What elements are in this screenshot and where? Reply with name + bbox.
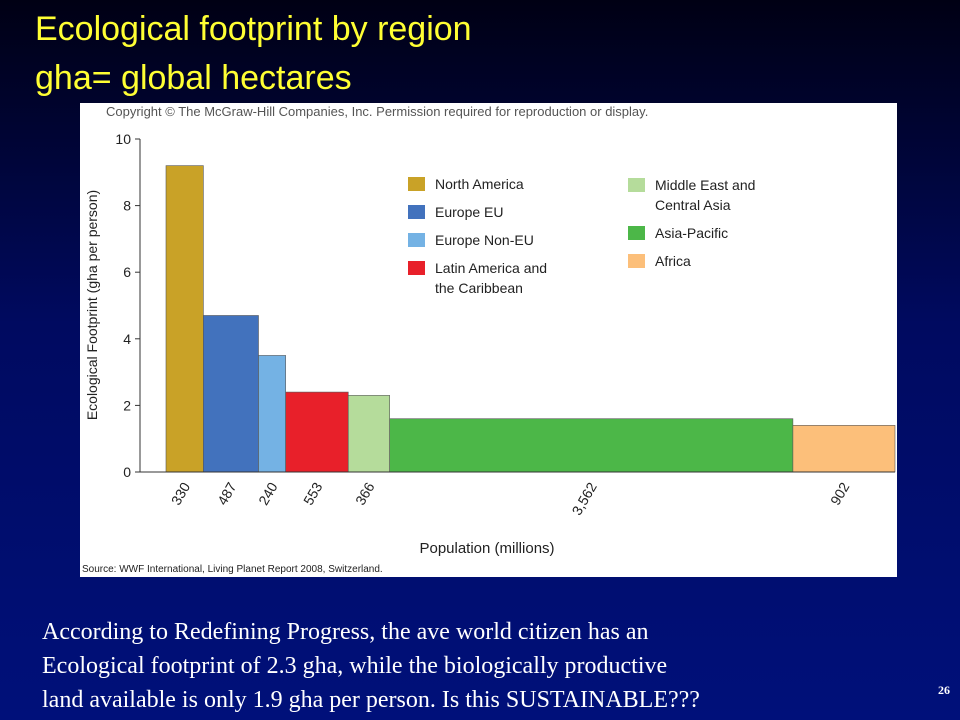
- y-axis-label: Ecological Footprint (gha per person): [84, 190, 100, 420]
- y-tick-label: 6: [123, 264, 131, 280]
- legend-item: Middle East and Central Asia: [628, 175, 788, 215]
- y-tick-label: 10: [115, 131, 131, 147]
- body-text: According to Redefining Progress, the av…: [42, 619, 700, 713]
- y-tick-label: 2: [123, 397, 131, 413]
- copyright: Copyright © The McGraw-Hill Companies, I…: [106, 104, 648, 119]
- bar: [203, 315, 259, 473]
- legend-item: Europe EU: [408, 202, 578, 222]
- legend-item: Africa: [628, 251, 788, 271]
- bar: [165, 165, 204, 473]
- bar: [285, 391, 349, 473]
- legend-item: North America: [408, 174, 578, 194]
- legend-item: Europe Non-EU: [408, 230, 578, 250]
- legend-swatch: [408, 205, 425, 219]
- legend-label: Middle East and Central Asia: [655, 177, 756, 213]
- y-tick-label: 4: [123, 331, 131, 347]
- legend-label: Asia-Pacific: [655, 225, 729, 241]
- legend-item: Latin America and the Caribbean: [408, 258, 578, 298]
- bar: [792, 425, 896, 473]
- source: Source: WWF International, Living Planet…: [82, 564, 383, 575]
- legend: North America Europe EU Europe Non-EU Latin…: [408, 174, 578, 298]
- legend: Middle East and Central Asia Asia-Pacific…: [628, 175, 788, 271]
- legend-label: Africa: [655, 253, 691, 269]
- slide-title: gha= global hectares: [35, 59, 352, 97]
- y-tick-label: 0: [123, 464, 131, 480]
- legend-label: Europe Non-EU: [435, 232, 534, 248]
- y-tick-label: 8: [123, 198, 131, 214]
- slide-number: 26: [938, 683, 950, 697]
- bar: [389, 418, 794, 473]
- body-line: Ecological footprint of 2.3 gha, while t…: [42, 653, 667, 679]
- legend-swatch: [628, 254, 645, 268]
- legend-swatch: [628, 226, 645, 240]
- legend-item: Asia-Pacific: [628, 223, 788, 243]
- legend-label: North America: [435, 176, 524, 192]
- x-axis-label: Population (millions): [419, 540, 554, 557]
- body-line: land available is only 1.9 gha per perso…: [42, 687, 700, 713]
- legend-swatch: [628, 178, 645, 192]
- bar: [258, 355, 286, 473]
- bar: [347, 395, 390, 473]
- legend-swatch: [408, 261, 425, 275]
- legend-swatch: [408, 177, 425, 191]
- slide-title: Ecological footprint by region: [35, 10, 472, 48]
- body-line: According to Redefining Progress, the av…: [42, 619, 649, 645]
- legend-label: Latin America and the Caribbean: [435, 260, 548, 296]
- legend-label: Europe EU: [435, 204, 504, 220]
- legend-swatch: [408, 233, 425, 247]
